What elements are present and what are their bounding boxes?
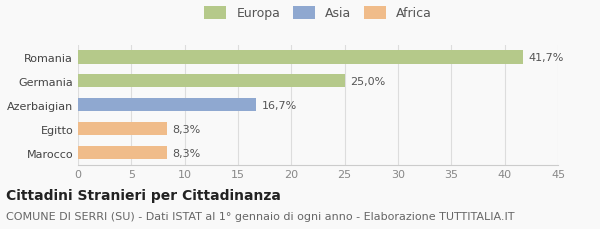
- Text: 25,0%: 25,0%: [350, 76, 385, 87]
- Bar: [78, 51, 523, 64]
- Text: 41,7%: 41,7%: [528, 53, 563, 63]
- Text: 16,7%: 16,7%: [262, 100, 297, 110]
- Bar: [78, 146, 167, 159]
- Text: 8,3%: 8,3%: [172, 124, 200, 134]
- Text: COMUNE DI SERRI (SU) - Dati ISTAT al 1° gennaio di ogni anno - Elaborazione TUTT: COMUNE DI SERRI (SU) - Dati ISTAT al 1° …: [6, 211, 515, 221]
- Bar: [78, 75, 344, 88]
- Bar: [78, 123, 167, 136]
- Legend: Europa, Asia, Africa: Europa, Asia, Africa: [199, 2, 437, 25]
- Text: Cittadini Stranieri per Cittadinanza: Cittadini Stranieri per Cittadinanza: [6, 188, 281, 202]
- Bar: [78, 99, 256, 112]
- Text: 8,3%: 8,3%: [172, 148, 200, 158]
